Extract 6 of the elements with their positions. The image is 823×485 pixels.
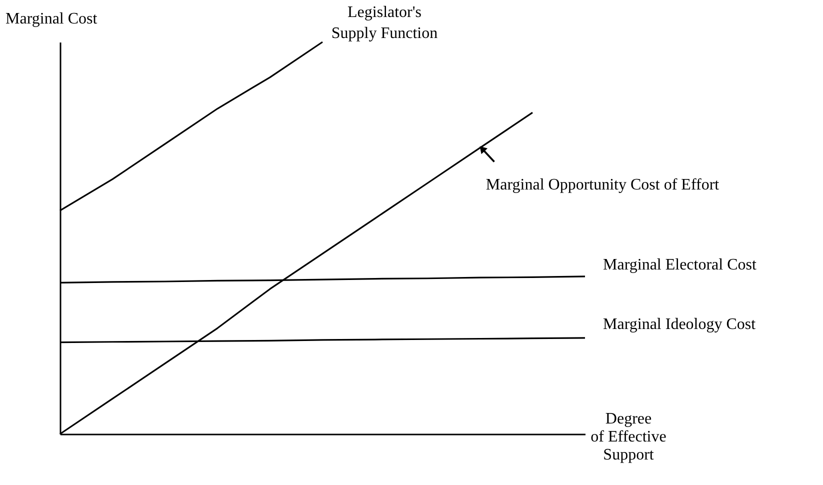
series-label: Marginal Electoral Cost [603,256,757,274]
x-axis-title: Degree of Effective Support [590,410,666,464]
series-label: Marginal Ideology Cost [603,316,756,333]
series-label: Legislator's Supply Function [331,4,438,42]
legend-label: Marginal Opportunity Cost of Effort [486,176,720,194]
y-axis-title: Marginal Cost [6,10,98,28]
